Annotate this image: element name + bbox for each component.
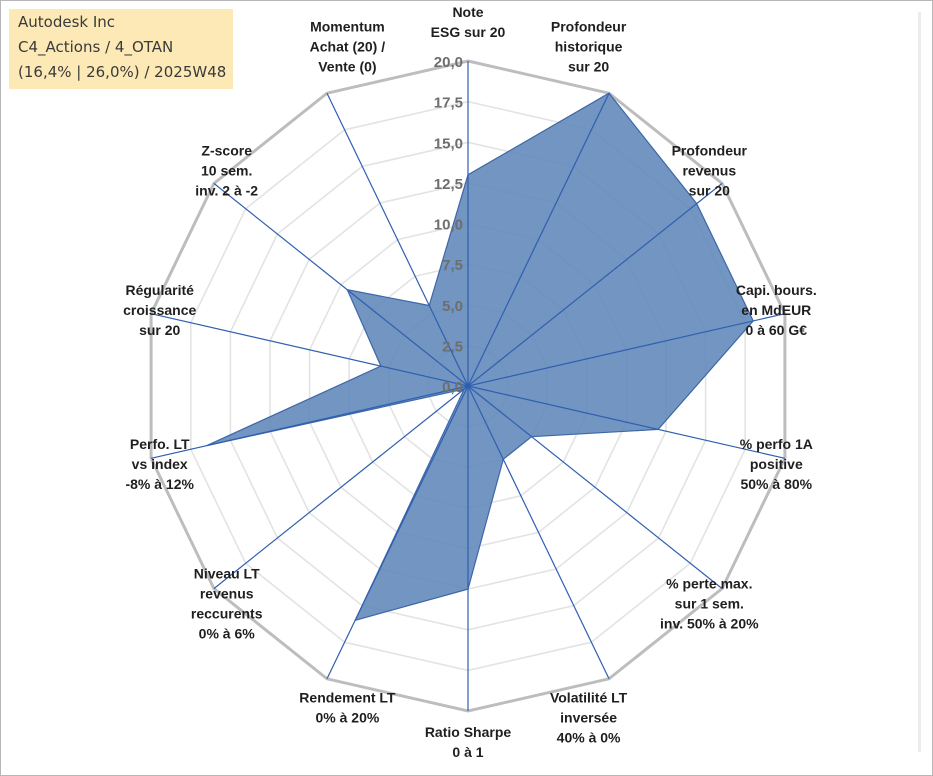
axis-label-group: Perfo. LT vs index -8% à 12%: [125, 436, 194, 492]
tick-label: 15,0: [434, 135, 463, 152]
axis-label: inv. 2 à -2: [195, 183, 258, 199]
axis-spoke: [326, 92, 469, 387]
axis-label: Note: [452, 4, 483, 20]
category-label: C4_Actions / 4_OTAN: [18, 38, 174, 56]
axis-label: sur 20: [689, 183, 730, 199]
axis-label: revenus: [682, 163, 736, 179]
axis-spoke: [467, 182, 723, 387]
axis-label: croissance: [123, 302, 196, 318]
tick-label: 5,0: [442, 298, 463, 315]
axis-spoke: [467, 385, 610, 680]
axis-spoke: [467, 313, 786, 387]
axis-label-group: Z-score 10 sem. inv. 2 à -2: [195, 143, 258, 199]
series-layer: [206, 92, 754, 622]
axis-label: % perfo 1A: [740, 436, 813, 452]
axis-label: 0 à 60 G€: [746, 322, 808, 338]
axis-label-group: % perfo 1A positive 50% à 80%: [740, 436, 813, 492]
axis-label: Momentum: [310, 18, 385, 34]
axis-label-group: Momentum Achat (20) / Vente (0): [310, 18, 386, 74]
tick-label: 20,0: [434, 54, 463, 71]
axis-label: ESG sur 20: [431, 24, 506, 40]
axis-label-group: Note ESG sur 20: [431, 4, 506, 40]
axis-label: sur 20: [139, 322, 180, 338]
axis-label: Ratio Sharpe: [425, 724, 512, 740]
spoke-layer: [150, 61, 786, 711]
tick-labels: 0,0 2,5 5,0 7,5 10,0 12,5 15,0 17,5 20,0: [434, 54, 463, 396]
axis-label: Régularité: [125, 282, 194, 298]
axis-label-group: Rendement LT 0% à 20%: [299, 690, 396, 726]
tick-label: 17,5: [434, 95, 463, 112]
axis-label: vs index: [132, 456, 188, 472]
axis-label: Perfo. LT: [130, 436, 190, 452]
axis-label: positive: [750, 456, 803, 472]
axis-label-group: Ratio Sharpe 0 à 1: [425, 724, 512, 760]
axis-label: Z-score: [201, 143, 252, 159]
axis-spoke: [150, 313, 469, 387]
tick-label: 12,5: [434, 176, 463, 193]
axis-label: Rendement LT: [299, 690, 396, 706]
axis-label: 50% à 80%: [740, 476, 812, 492]
axis-label: inv. 50% à 20%: [660, 615, 759, 631]
axis-labels: Note ESG sur 20 Profondeur historique sur 20…: [123, 4, 817, 760]
axis-label: 0% à 20%: [315, 710, 379, 726]
axis-label-group: Profondeur revenus sur 20: [672, 143, 748, 199]
axis-label: Volatilité LT: [550, 690, 628, 706]
axis-spoke: [213, 385, 469, 590]
scrollbar-edge: [918, 12, 921, 752]
tick-label: 7,5: [442, 257, 463, 274]
tick-label: 2,5: [442, 338, 463, 355]
axis-label: 40% à 0%: [557, 730, 621, 746]
axis-label-group: Régularité croissance sur 20: [123, 282, 196, 338]
stats-label: (16,4% | 26,0%) / 2025W48: [18, 63, 227, 81]
company-name: Autodesk Inc: [18, 13, 116, 31]
axis-label: revenus: [200, 585, 254, 601]
axis-label: inversée: [560, 710, 617, 726]
axis-label: 0% à 6%: [199, 625, 256, 641]
axis-label: Profondeur: [551, 18, 627, 34]
axis-label-group: Profondeur historique sur 20: [551, 18, 627, 74]
axis-label-group: Volatilité LT inversée 40% à 0%: [550, 690, 628, 746]
axis-label: sur 1 sem.: [675, 595, 744, 611]
axis-label: Achat (20) /: [310, 38, 386, 54]
axis-label: reccurents: [191, 605, 263, 621]
axis-label: Vente (0): [318, 58, 376, 74]
axis-label-group: Capi. bours. en MdEUR 0 à 60 G€: [736, 282, 817, 338]
axis-label: 0 à 1: [452, 744, 483, 760]
axis-label: 10 sem.: [201, 163, 252, 179]
axis-spoke: [467, 92, 610, 387]
axis-spoke: [213, 182, 469, 387]
axis-spoke: [326, 385, 469, 680]
axis-label-group: Niveau LT revenus reccurents 0% à 6%: [191, 565, 263, 641]
series-area: [206, 92, 754, 622]
axis-label: en MdEUR: [741, 302, 811, 318]
axis-label: Capi. bours.: [736, 282, 817, 298]
axis-spoke: [467, 385, 786, 459]
axis-label: historique: [555, 38, 623, 54]
axis-spoke: [150, 385, 469, 459]
axis-label: Niveau LT: [194, 565, 260, 581]
axis-spoke: [467, 385, 723, 590]
axis-label: -8% à 12%: [125, 476, 194, 492]
axis-label: Profondeur: [672, 143, 748, 159]
tick-label: 10,0: [434, 217, 463, 234]
axis-label: % perte max.: [666, 575, 752, 591]
tick-label: 0,0: [442, 379, 463, 396]
axis-label-group: % perte max. sur 1 sem. inv. 50% à 20%: [660, 575, 759, 631]
axis-label: sur 20: [568, 58, 609, 74]
info-box: Autodesk Inc C4_Actions / 4_OTAN (16,4% …: [9, 9, 233, 89]
